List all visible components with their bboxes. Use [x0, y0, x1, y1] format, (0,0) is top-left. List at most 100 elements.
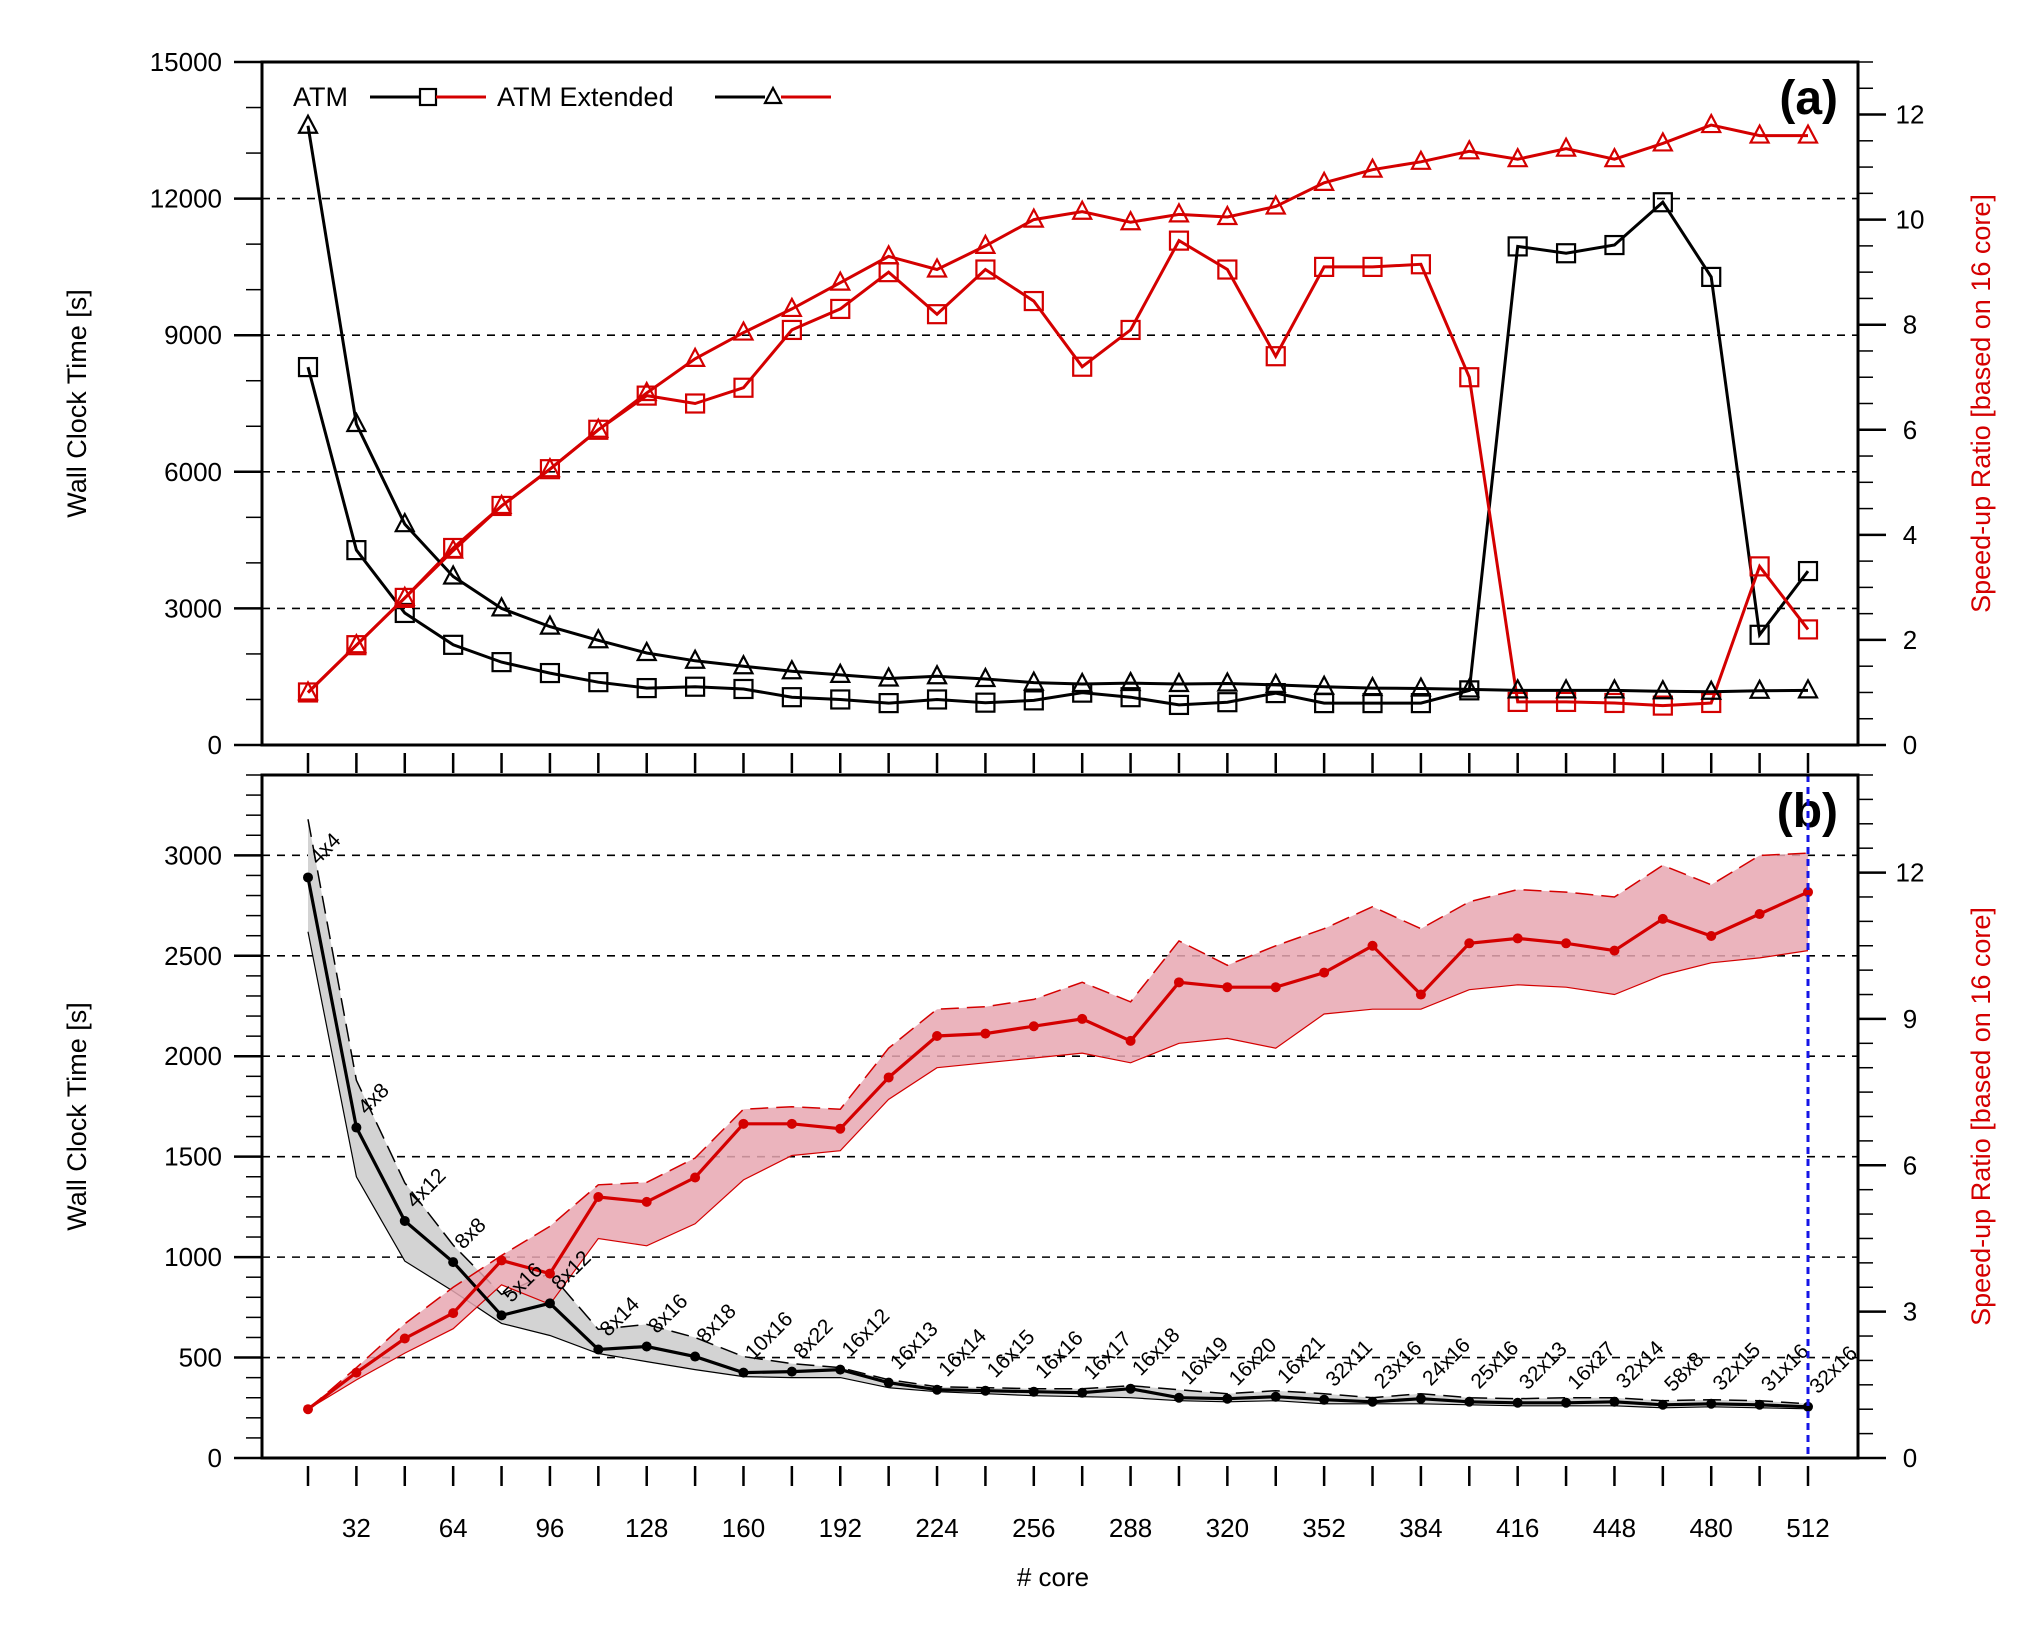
data-point-square [1555, 691, 1577, 713]
series-atm-left-square [297, 192, 1819, 716]
series-atm-extended-left-triangle [297, 113, 1819, 700]
series-line [306, 123, 1808, 694]
decomposition-label: 23x16 [1370, 1337, 1427, 1394]
x-tick-label: 224 [915, 1513, 958, 1543]
data-point-square [636, 385, 657, 406]
data-point-triangle [345, 632, 368, 654]
x-axis-tick-labels: 32 64 96 128 160 192 224 256 288 320 352 384 416 448 4… [342, 1513, 1830, 1543]
data-point-square [1120, 687, 1141, 708]
y-left-tick-label: 15000 [150, 47, 222, 77]
series-wall-clock-mean [303, 872, 1813, 1412]
data-point [786, 1118, 797, 1129]
data-point-triangle [1652, 678, 1674, 700]
decomposition-label: 24x16 [1418, 1334, 1475, 1391]
y-right-tick-label: 12 [1896, 100, 1925, 130]
speedup-min-line [307, 950, 1809, 1410]
data-point-triangle [587, 627, 610, 649]
data-point [544, 1268, 555, 1279]
decomposition-label: 16x16 [1031, 1327, 1088, 1384]
wall-clock-range-band [307, 819, 1809, 1410]
plot-frame [260, 773, 1860, 1460]
data-point-square [733, 377, 754, 398]
data-point-square [1507, 691, 1528, 713]
data-point [1028, 1021, 1039, 1032]
y-left-tick-label: 1000 [164, 1242, 222, 1272]
y-right-tick-label: 0 [1903, 730, 1917, 760]
data-point [399, 1333, 410, 1344]
data-point [544, 1298, 555, 1309]
data-point [1319, 1394, 1330, 1405]
data-point [1706, 930, 1717, 941]
y-right-axis-label: Speed-up Ratio [based on 16 core] [1966, 194, 1996, 613]
y-right-tick-label: 8 [1903, 310, 1917, 340]
data-point-square [1604, 234, 1625, 256]
x-tick-label: 256 [1012, 1513, 1055, 1543]
data-point-square [1652, 695, 1673, 716]
data-point-square [443, 634, 464, 655]
data-point [1561, 1397, 1572, 1408]
data-point-triangle [345, 411, 368, 433]
data-point-triangle [1555, 678, 1577, 699]
panel-label: (a) [1779, 72, 1838, 125]
data-point [1754, 1399, 1765, 1410]
y-left-tick-label: 0 [208, 730, 222, 760]
data-point [399, 1215, 410, 1226]
data-point-triangle [684, 346, 706, 367]
decomposition-label: 58x8 [1660, 1348, 1708, 1396]
y-right-tick-label: 9 [1903, 1004, 1917, 1034]
data-point [1512, 1397, 1523, 1408]
data-point-triangle [442, 538, 464, 559]
data-point-triangle [1652, 131, 1674, 152]
data-point-square [781, 319, 802, 341]
x-tick-label: 96 [535, 1513, 564, 1543]
data-point-square [1362, 256, 1383, 277]
data-point [1077, 1013, 1088, 1024]
data-point-triangle [829, 662, 852, 683]
data-point-square [1701, 692, 1722, 714]
data-point-square [1701, 266, 1722, 288]
y-right-tick-label: 2 [1903, 625, 1917, 655]
x-tick-label: 512 [1786, 1513, 1829, 1543]
data-point-triangle [1748, 678, 1771, 699]
speedup-band-fill [308, 853, 1808, 1410]
data-point [932, 1031, 943, 1042]
data-point [738, 1118, 749, 1129]
data-point-triangle [635, 640, 658, 662]
panel-a-chart: 0 3000 6000 9000 12000 15000 0 2 4 6 8 10 12 Wall Clo… [62, 47, 1996, 773]
decomposition-label: 16x20 [1225, 1334, 1282, 1391]
decomposition-label: 16x19 [1176, 1333, 1233, 1390]
y-left-tick-label: 9000 [164, 320, 222, 350]
data-point-square [1797, 619, 1819, 640]
data-point-triangle [1119, 209, 1142, 231]
data-point-triangle [732, 653, 755, 675]
data-point [303, 872, 313, 883]
data-point-triangle [1603, 678, 1626, 699]
data-point-square [975, 692, 996, 713]
data-point [835, 1123, 846, 1134]
data-point-triangle [393, 585, 416, 606]
data-point-triangle [1022, 207, 1045, 228]
data-point-triangle [539, 614, 561, 635]
data-point [1028, 1386, 1039, 1397]
y-left-tick-label: 3000 [164, 840, 222, 870]
data-point-square [1023, 290, 1044, 312]
data-point-triangle [490, 493, 513, 515]
data-point [738, 1367, 749, 1378]
data-point [1270, 982, 1281, 993]
x-axis-label: # core [1017, 1562, 1089, 1592]
data-point-triangle [539, 456, 561, 478]
data-point-triangle [442, 564, 464, 585]
data-point-triangle [1216, 671, 1239, 692]
data-point [1561, 938, 1572, 949]
data-point [1464, 938, 1475, 949]
y-right-tick-label: 4 [1903, 520, 1917, 550]
speedup-mean-line [307, 890, 1809, 1411]
wall-clock-min-line [307, 931, 1809, 1410]
data-point-triangle [1071, 671, 1094, 693]
data-point-square [297, 356, 319, 378]
data-point-triangle [1071, 199, 1094, 220]
data-point [1415, 989, 1426, 1000]
decomposition-label: 32x11 [1321, 1336, 1377, 1392]
data-point [1125, 1035, 1136, 1046]
legend: ATM ATM Extended [293, 82, 831, 112]
